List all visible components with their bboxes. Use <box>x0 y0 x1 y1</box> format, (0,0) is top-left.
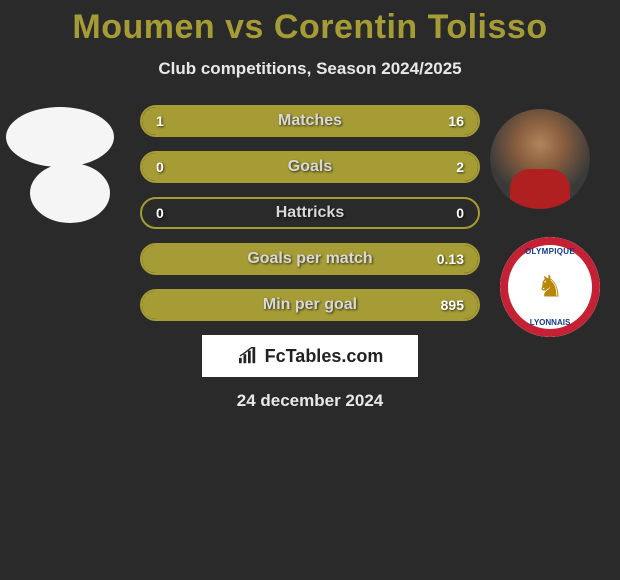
watermark: FcTables.com <box>202 335 418 377</box>
club-badge-top-text: OLYMPIQUE <box>500 247 600 256</box>
stat-row: 116Matches <box>140 105 480 137</box>
watermark-chart-icon <box>237 347 259 365</box>
player-left-avatar <box>6 107 114 167</box>
subtitle: Club competitions, Season 2024/2025 <box>0 59 620 79</box>
stat-label: Goals per match <box>142 250 478 268</box>
comparison-area: OLYMPIQUE ♞ LYONNAIS 116Matches02Goals00… <box>0 105 620 321</box>
stat-label: Hattricks <box>142 204 478 222</box>
club-badge-bottom-text: LYONNAIS <box>500 318 600 327</box>
player-left-club-badge <box>30 163 110 223</box>
stat-label: Matches <box>142 112 478 130</box>
stat-row: 00Hattricks <box>140 197 480 229</box>
page-title: Moumen vs Corentin Tolisso <box>0 8 620 47</box>
stat-row: 895Min per goal <box>140 289 480 321</box>
stat-rows: 116Matches 02Goals 00Hattricks 0.13Goals pe… <box>140 105 480 321</box>
player-right-avatar <box>490 109 590 209</box>
stat-row: 02Goals <box>140 151 480 183</box>
stat-label: Goals <box>142 158 478 176</box>
club-badge-lion-icon: ♞ <box>537 270 564 305</box>
stat-row: 0.13Goals per match <box>140 243 480 275</box>
date-label: 24 december 2024 <box>0 391 620 411</box>
watermark-text: FcTables.com <box>265 346 384 367</box>
player-right-club-badge: OLYMPIQUE ♞ LYONNAIS <box>500 237 600 337</box>
stat-label: Min per goal <box>142 296 478 314</box>
comparison-card: Moumen vs Corentin Tolisso Club competit… <box>0 0 620 411</box>
